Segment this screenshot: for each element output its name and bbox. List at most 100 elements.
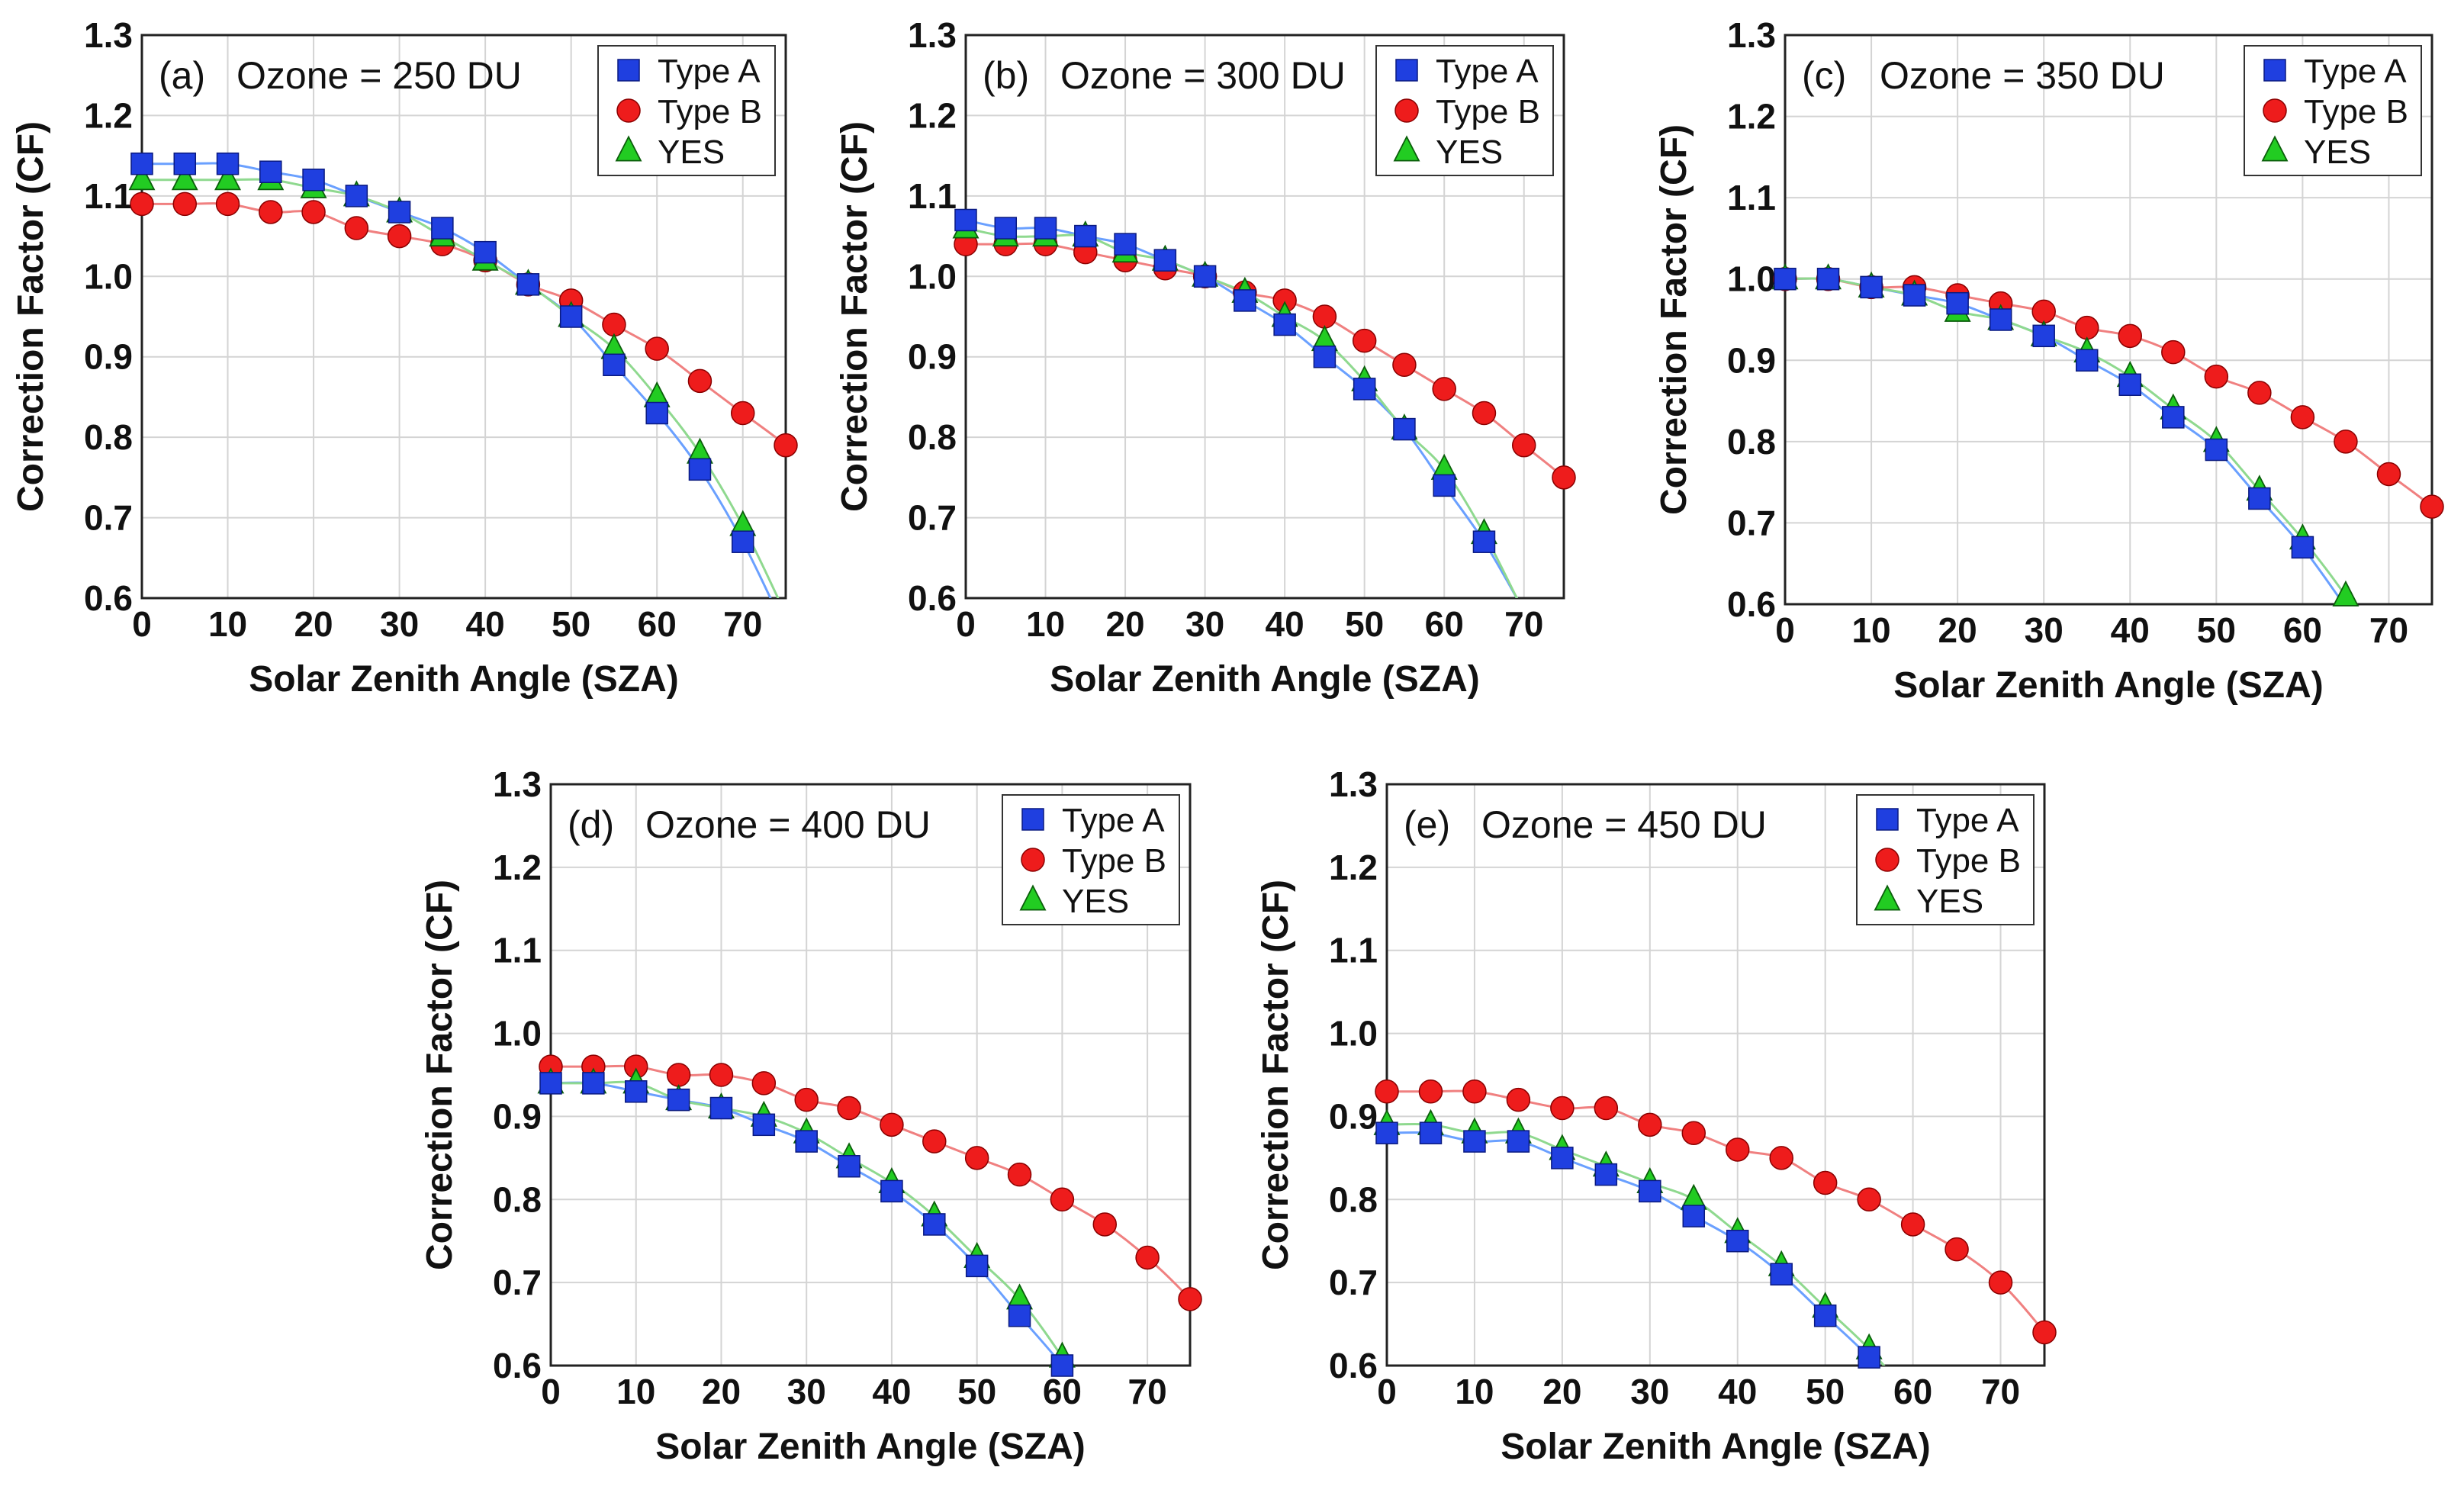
data-point — [1178, 1287, 1202, 1311]
data-point — [582, 1072, 605, 1095]
data-point — [1153, 249, 1177, 272]
x-tick-label: 0 — [132, 604, 152, 644]
legend-marker — [615, 135, 642, 162]
series-markers-type-a — [130, 152, 754, 553]
legend-label: Type B — [1916, 842, 2021, 880]
legend-marker — [616, 98, 641, 123]
data-point — [1638, 1112, 1662, 1137]
data-point — [1725, 1137, 1750, 1162]
x-tick-label: 50 — [1806, 1372, 1845, 1411]
y-tick-label: 0.6 — [908, 578, 957, 618]
panel-label: (d) — [568, 803, 614, 846]
x-tick-label: 30 — [1185, 604, 1224, 644]
data-point — [880, 1179, 903, 1203]
data-point — [2247, 381, 2272, 405]
x-axis-title: Solar Zenith Angle (SZA) — [655, 1427, 1086, 1467]
y-tick-label: 1.1 — [908, 176, 957, 216]
data-point — [2376, 462, 2401, 487]
data-point — [130, 191, 154, 217]
y-tick-label: 0.7 — [1329, 1263, 1378, 1302]
chart-panel-c: 0 10 20 30 40 50 60 70 0.6 0.7 0.8 0.9 1.0 1.1 1.2 1.3 S… — [1654, 15, 2444, 706]
x-tick-label: 40 — [2111, 610, 2150, 650]
series-markers-type-a — [954, 208, 1496, 553]
x-tick-label: 10 — [1851, 610, 1890, 650]
y-tick-label: 0.7 — [908, 498, 957, 538]
x-tick-label: 70 — [2369, 610, 2408, 650]
x-tick-label: 20 — [702, 1372, 741, 1411]
data-point — [1007, 1162, 1032, 1187]
y-tick-label: 1.2 — [1329, 848, 1378, 887]
data-point — [1946, 291, 1969, 315]
data-point — [431, 217, 454, 240]
panel-label: (a) — [159, 54, 205, 97]
data-point — [923, 1213, 946, 1236]
data-point — [1313, 345, 1337, 368]
legend-label: Type B — [1062, 842, 1166, 880]
data-point — [667, 1088, 690, 1112]
y-tick-label: 1.0 — [908, 256, 957, 296]
y-axis-title: Correction Factor (CF) — [1256, 880, 1296, 1270]
data-point — [1463, 1130, 1486, 1153]
data-point — [2334, 430, 2358, 454]
y-tick-label: 0.8 — [493, 1179, 542, 1219]
chart-panel-b: 0 10 20 30 40 50 60 70 0.6 0.7 0.8 0.9 1.0 1.1 1.2 1.3 S… — [835, 15, 1576, 700]
x-tick-label: 30 — [2025, 610, 2064, 650]
data-point — [751, 1071, 777, 1096]
data-point — [795, 1130, 818, 1153]
data-point — [954, 208, 977, 232]
data-point — [1506, 1087, 1531, 1112]
legend-label: Type A — [1062, 802, 1165, 839]
legend-label: Type B — [1436, 93, 1540, 130]
data-point — [1135, 1245, 1160, 1270]
legend-label: Type A — [658, 53, 761, 90]
x-tick-label: 20 — [1542, 1372, 1581, 1411]
data-point — [1472, 530, 1496, 553]
panel-title: Ozone = 300 DU — [1060, 54, 1346, 97]
x-tick-label: 0 — [541, 1372, 561, 1411]
y-tick-label: 0.7 — [1727, 503, 1776, 542]
panel-label: (e) — [1404, 803, 1450, 846]
data-point — [215, 191, 240, 217]
y-tick-label: 1.1 — [493, 931, 542, 970]
y-axis-title: Correction Factor (CF) — [1654, 124, 1694, 515]
data-point — [1034, 217, 1057, 240]
data-point — [1857, 1187, 1881, 1212]
data-point — [880, 1112, 904, 1137]
y-tick-label: 1.0 — [1727, 259, 1776, 299]
data-point — [1770, 1263, 1793, 1286]
x-axis-title: Solar Zenith Angle (SZA) — [1501, 1427, 1931, 1467]
legend-marker — [2261, 135, 2289, 162]
data-point — [2161, 339, 2186, 365]
data-point — [730, 401, 755, 426]
data-point — [2205, 438, 2228, 462]
data-point — [1774, 267, 1797, 291]
data-point — [603, 353, 626, 377]
data-point — [1472, 401, 1497, 426]
data-point — [559, 305, 583, 328]
data-point — [388, 201, 411, 224]
legend-label: YES — [658, 134, 725, 171]
x-tick-label: 50 — [1345, 604, 1384, 644]
data-point — [2031, 299, 2056, 324]
legend-marker — [1875, 848, 1899, 872]
data-point — [1008, 1304, 1031, 1327]
panel-title: Ozone = 400 DU — [645, 803, 931, 846]
x-tick-label: 70 — [1504, 604, 1543, 644]
y-tick-label: 1.0 — [84, 256, 133, 296]
data-point — [1050, 1354, 1074, 1377]
data-point — [1594, 1163, 1618, 1186]
x-tick-label: 40 — [1718, 1372, 1757, 1411]
data-point — [2032, 324, 2055, 348]
data-point — [645, 336, 669, 361]
data-point — [214, 164, 242, 191]
y-tick-label: 1.3 — [84, 15, 133, 55]
data-point — [1507, 1130, 1530, 1153]
x-tick-label: 10 — [616, 1372, 655, 1411]
y-tick-label: 1.2 — [1727, 97, 1776, 137]
legend-label: YES — [1436, 134, 1503, 171]
data-point — [709, 1063, 734, 1087]
